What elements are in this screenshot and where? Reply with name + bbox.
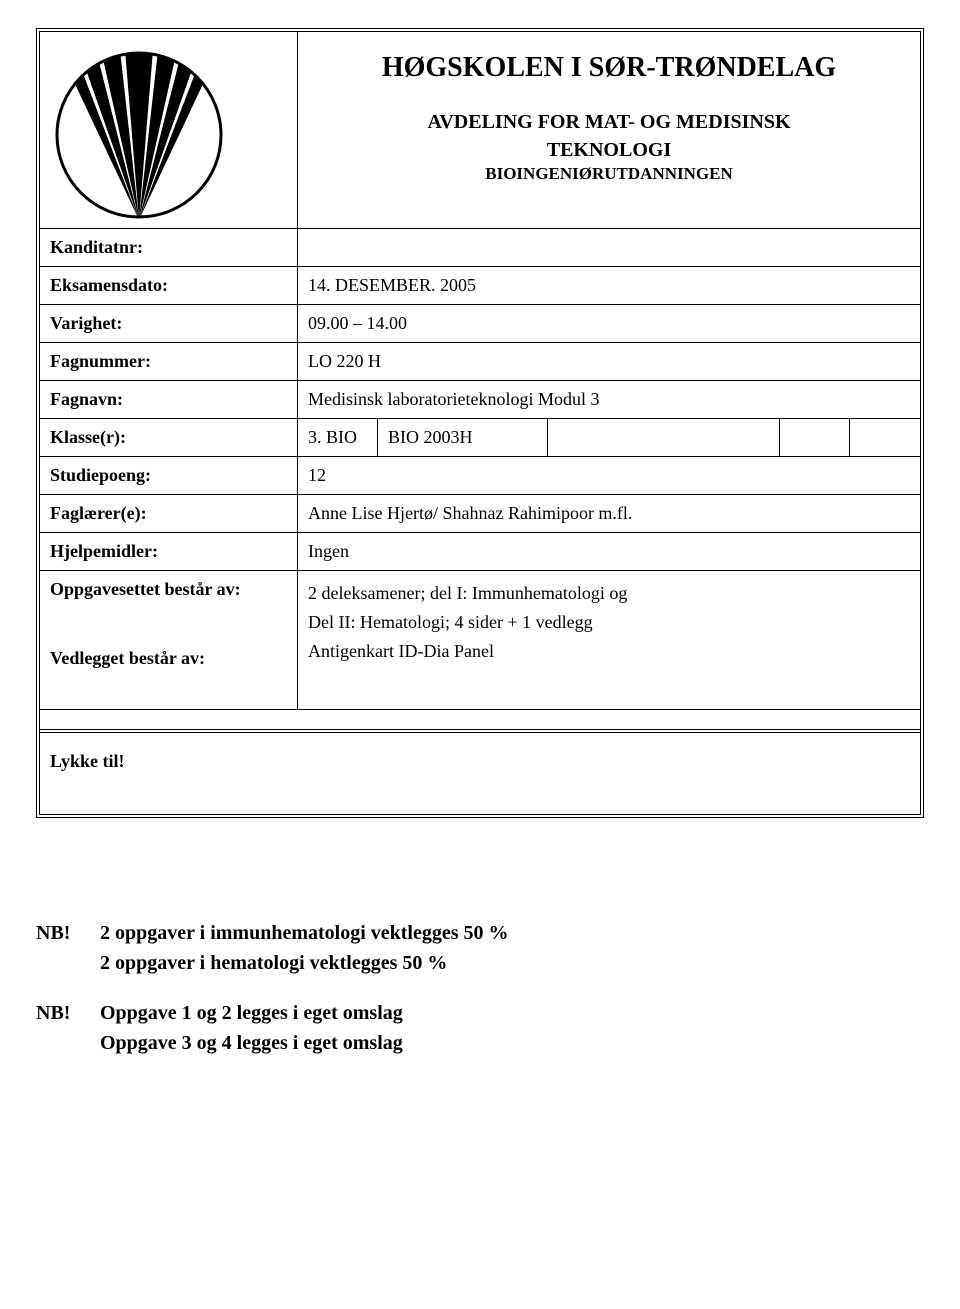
program-name: BIOINGENIØRUTDANNINGEN xyxy=(318,164,900,184)
klasser-col5 xyxy=(850,419,920,456)
value-vedlegget: Antigenkart ID-Dia Panel xyxy=(308,637,910,666)
klasser-col4 xyxy=(780,419,850,456)
label-hjelpemidler: Hjelpemidler: xyxy=(40,533,298,570)
value-fagnavn: Medisinsk laboratorieteknologi Modul 3 xyxy=(298,381,920,418)
value-faglaerer: Anne Lise Hjertø/ Shahnaz Rahimipoor m.f… xyxy=(298,495,920,532)
hist-logo-icon xyxy=(54,50,224,220)
row-hjelpemidler: Hjelpemidler: Ingen xyxy=(40,532,920,570)
value-eksamensdato: 14. DESEMBER. 2005 xyxy=(298,267,920,304)
value-hjelpemidler: Ingen xyxy=(298,533,920,570)
header-row: HØGSKOLEN I SØR-TRØNDELAG AVDELING FOR M… xyxy=(40,32,920,228)
klasser-col2: BIO 2003H xyxy=(378,419,548,456)
department-line2: TEKNOLOGI xyxy=(318,136,900,164)
footer-b1-l2: 2 oppgaver i hematologi vektlegges 50 % xyxy=(100,948,924,978)
lykke-til: Lykke til! xyxy=(40,729,920,814)
footer-b1-l1: 2 oppgaver i immunhematologi vektlegges … xyxy=(100,918,924,948)
label-eksamensdato: Eksamensdato: xyxy=(40,267,298,304)
footer-block-1: NB! 2 oppgaver i immunhematologi vektleg… xyxy=(36,918,924,978)
row-varighet: Varighet: 09.00 – 14.00 xyxy=(40,304,920,342)
row-eksamensdato: Eksamensdato: 14. DESEMBER. 2005 xyxy=(40,266,920,304)
empty-gap-row xyxy=(40,709,920,729)
klasser-col3 xyxy=(548,419,780,456)
label-kanditatnr: Kanditatnr: xyxy=(40,229,298,266)
row-fagnummer: Fagnummer: LO 220 H xyxy=(40,342,920,380)
row-faglaerer: Faglærer(e): Anne Lise Hjertø/ Shahnaz R… xyxy=(40,494,920,532)
footer-b2-l2: Oppgave 3 og 4 legges i eget omslag xyxy=(100,1028,924,1058)
value-varighet: 09.00 – 14.00 xyxy=(298,305,920,342)
value-oppgavesettet-l1: 2 deleksamener; del I: Immunhematologi o… xyxy=(308,579,910,608)
value-studiepoeng: 12 xyxy=(298,457,920,494)
klasser-table: 3. BIO BIO 2003H xyxy=(298,419,920,456)
klasser-col1: 3. BIO xyxy=(298,419,378,456)
value-oppgavesettet-l2: Del II: Hematologi; 4 sider + 1 vedlegg xyxy=(308,608,910,637)
footer-b2-l1: Oppgave 1 og 2 legges i eget omslag xyxy=(100,998,924,1028)
label-fagnavn: Fagnavn: xyxy=(40,381,298,418)
logo-cell xyxy=(40,32,298,228)
value-kanditatnr xyxy=(298,229,920,266)
value-fagnummer: LO 220 H xyxy=(298,343,920,380)
footer-block-2: NB! Oppgave 1 og 2 legges i eget omslag … xyxy=(36,998,924,1058)
form-container: HØGSKOLEN I SØR-TRØNDELAG AVDELING FOR M… xyxy=(36,28,924,818)
label-fagnummer: Fagnummer: xyxy=(40,343,298,380)
nb-label-1: NB! xyxy=(36,918,100,978)
label-varighet: Varighet: xyxy=(40,305,298,342)
label-studiepoeng: Studiepoeng: xyxy=(40,457,298,494)
label-vedlegget: Vedlegget består av: xyxy=(50,648,287,669)
label-oppgavesettet: Oppgavesettet består av: xyxy=(50,579,287,600)
footer-notes: NB! 2 oppgaver i immunhematologi vektleg… xyxy=(36,918,924,1058)
nb-label-2: NB! xyxy=(36,998,100,1058)
row-studiepoeng: Studiepoeng: 12 xyxy=(40,456,920,494)
label-klasser: Klasse(r): xyxy=(40,419,298,456)
department-line1: AVDELING FOR MAT- OG MEDISINSK xyxy=(318,108,900,136)
row-fagnavn: Fagnavn: Medisinsk laboratorieteknologi … xyxy=(40,380,920,418)
row-klasser: Klasse(r): 3. BIO BIO 2003H xyxy=(40,418,920,456)
institution-title: HØGSKOLEN I SØR-TRØNDELAG xyxy=(318,52,900,84)
row-kanditatnr: Kanditatnr: xyxy=(40,228,920,266)
row-oppgavesettet: Oppgavesettet består av: Vedlegget bestå… xyxy=(40,570,920,709)
label-faglaerer: Faglærer(e): xyxy=(40,495,298,532)
title-cell: HØGSKOLEN I SØR-TRØNDELAG AVDELING FOR M… xyxy=(298,32,920,228)
